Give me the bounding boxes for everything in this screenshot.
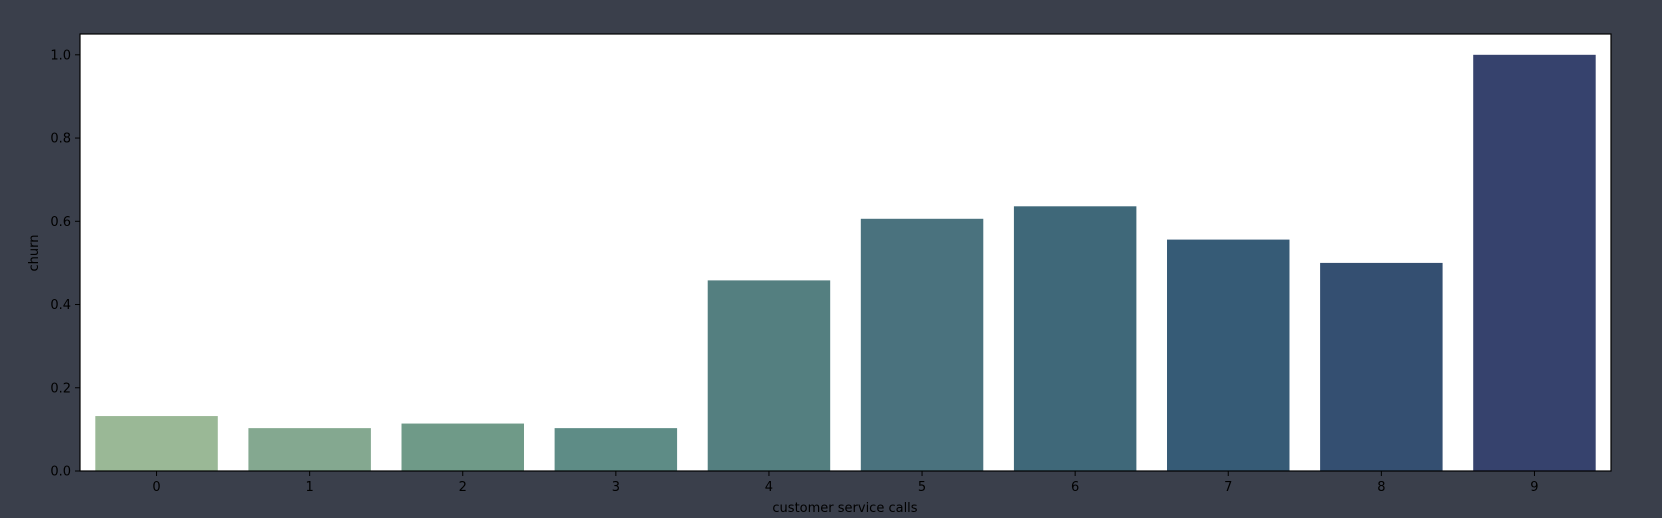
y-tick-label-2: 0.4 (50, 298, 71, 313)
y-tick-label-3: 0.6 (50, 215, 71, 230)
x-tick-label-2: 2 (459, 480, 467, 495)
y-tick-label-1: 0.2 (50, 381, 71, 396)
bar-8 (1320, 262, 1443, 471)
x-ticks: 0 1 2 3 4 5 6 7 8 9 (152, 471, 1539, 495)
x-tick-label-6: 6 (1071, 480, 1079, 495)
bar-4 (707, 280, 831, 471)
x-tick-label-7: 7 (1224, 480, 1232, 495)
plot-frame (79, 33, 1612, 472)
x-tick-label-8: 8 (1377, 480, 1385, 495)
x-tick-label-5: 5 (918, 480, 926, 495)
bar-9 (1473, 54, 1596, 472)
bar-1 (248, 428, 371, 471)
bar-6 (1013, 206, 1137, 471)
y-tick-label-4: 0.8 (50, 132, 71, 147)
y-tick-label-0: 0.0 (50, 465, 71, 480)
x-axis-label: customer service calls (772, 501, 917, 516)
x-tick-label-4: 4 (765, 480, 773, 495)
x-tick-label-9: 9 (1530, 480, 1538, 495)
bar-5 (860, 218, 984, 471)
y-axis-label: churn (27, 235, 42, 272)
bars-group (95, 54, 1596, 472)
x-tick-label-3: 3 (612, 480, 620, 495)
x-tick-label-1: 1 (306, 480, 314, 495)
bar-2 (401, 423, 524, 471)
y-ticks: 0.0 0.2 0.4 0.6 0.8 1.0 (50, 48, 80, 480)
x-tick-label-0: 0 (152, 480, 160, 495)
bar-3 (554, 428, 678, 471)
y-tick-label-5: 1.0 (50, 48, 71, 63)
bar-7 (1167, 239, 1290, 471)
bar-0 (95, 416, 218, 471)
